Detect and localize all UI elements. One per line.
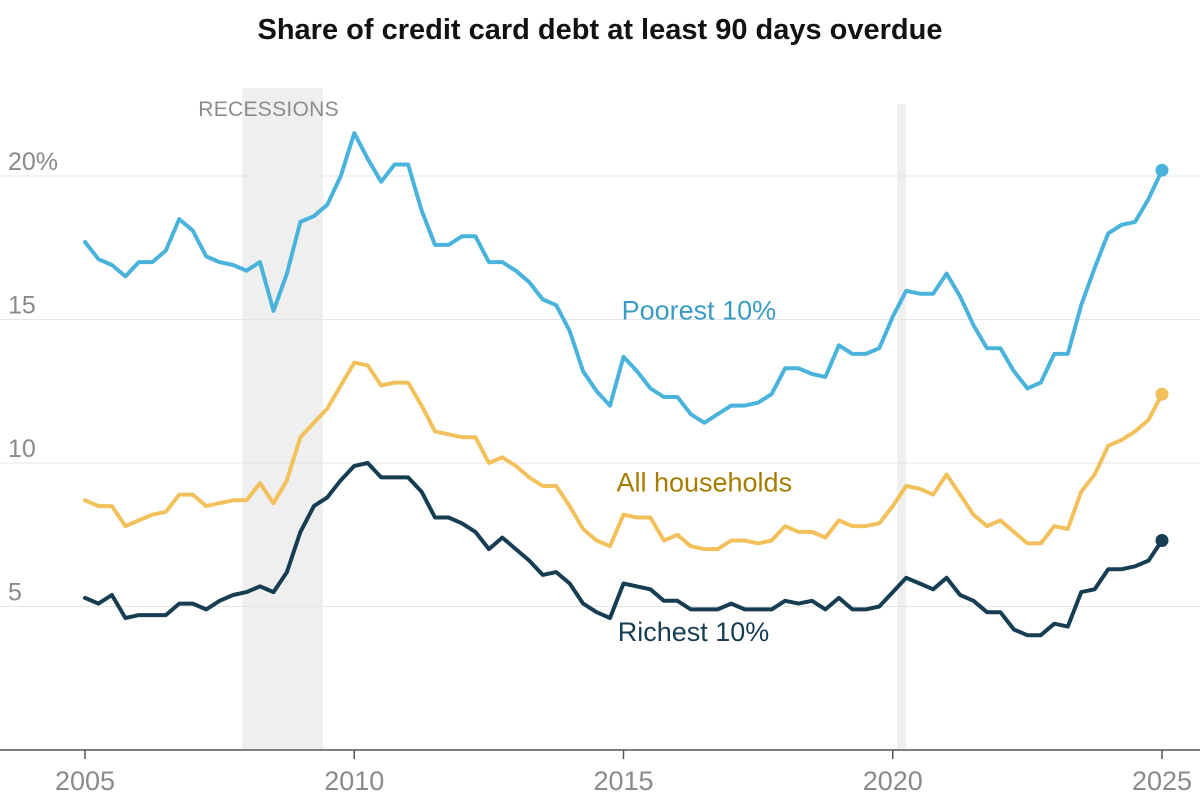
recessions-label: RECESSIONS	[198, 98, 339, 121]
gridlines: 5 10 15 20%	[0, 148, 1200, 607]
x-axis: 2005 2010 2015 2020 2025	[0, 749, 1200, 796]
series-label-poorest: Poorest 10%	[622, 296, 777, 326]
series-lines	[83, 131, 1169, 638]
y-tick-label: 10	[8, 435, 36, 463]
end-point-all-households	[1155, 387, 1169, 401]
series-label-all-households: All households	[616, 468, 792, 498]
x-tick-label: 2020	[863, 766, 923, 796]
recession-band	[242, 88, 324, 750]
y-tick-label: 20%	[8, 148, 58, 176]
series-line-poorest	[83, 131, 1164, 425]
series-labels: Poorest 10% All households Richest 10%	[616, 296, 792, 647]
series-line-all-households	[83, 360, 1164, 552]
x-tick-label: 2015	[593, 766, 653, 796]
x-tick-label: 2025	[1132, 766, 1192, 796]
y-tick-label: 5	[8, 579, 22, 607]
recession-band	[897, 104, 907, 750]
end-point-poorest	[1155, 163, 1169, 177]
recession-shading: RECESSIONS	[198, 88, 907, 750]
y-tick-label: 15	[8, 292, 36, 320]
x-tick-label: 2010	[324, 766, 384, 796]
series-line-richest	[83, 461, 1164, 638]
series-label-richest: Richest 10%	[618, 617, 770, 647]
x-tick-label: 2005	[55, 766, 115, 796]
chart-title: Share of credit card debt at least 90 da…	[257, 14, 943, 46]
end-point-richest	[1155, 533, 1169, 547]
